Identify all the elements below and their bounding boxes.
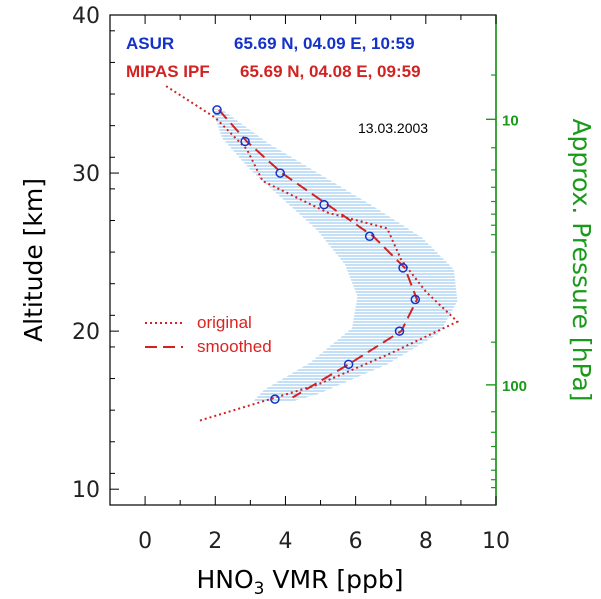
x-tick-label-0: 0	[138, 529, 152, 554]
x-axis-label-rest: VMR [ppb]	[264, 565, 403, 594]
y-axis-label: Altitude [km]	[19, 178, 48, 342]
x-axis-ticks: 0 2 4 6 8 10	[109, 15, 510, 554]
asur-point-3	[319, 199, 329, 210]
pressure-tick-label-100: 100	[502, 378, 527, 395]
asur-point-2	[275, 168, 285, 178]
x-axis-label-main: HNO	[196, 565, 253, 594]
y-tick-label-10: 10	[72, 478, 100, 503]
y-tick-label-20: 20	[72, 320, 100, 345]
x-tick-label-10: 10	[482, 529, 510, 554]
y-axis-ticks: 10 20 30 40	[72, 4, 119, 506]
asur-label: ASUR	[126, 34, 174, 53]
x-axis-label: HNO3 VMR [ppb]	[196, 565, 403, 599]
mipas-smoothed-line	[218, 109, 419, 399]
asur-point-7	[394, 326, 405, 336]
y-tick-label-40: 40	[72, 4, 100, 29]
asur-point-5	[398, 263, 408, 273]
asur-point-9	[270, 394, 280, 404]
x-tick-label-8: 8	[419, 529, 433, 554]
x-axis-label-sub: 3	[254, 579, 265, 599]
x-tick-label-2: 2	[208, 529, 222, 554]
pressure-tick-label-10: 10	[502, 112, 519, 129]
legend-smoothed-label: smoothed	[197, 337, 272, 356]
asur-point-4	[364, 231, 375, 242]
x-tick-label-4: 4	[278, 529, 292, 554]
mipas-smoothed-series	[218, 109, 419, 399]
x-tick-label-6: 6	[349, 529, 363, 554]
pressure-axis-ticks: 10 100	[486, 74, 527, 489]
date-label: 13.03.2003	[358, 120, 428, 136]
asur-points	[212, 105, 421, 404]
y-tick-label-30: 30	[72, 162, 100, 187]
asur-info: 65.69 N, 04.09 E, 10:59	[234, 34, 415, 53]
asur-point-1	[240, 136, 250, 147]
mipas-info: 65.69 N, 04.08 E, 09:59	[240, 62, 421, 81]
asur-point-8	[343, 359, 354, 370]
pressure-axis-label: Approx. Pressure [hPa]	[567, 118, 596, 401]
asur-point-6	[410, 294, 421, 305]
asur-point-0	[212, 105, 222, 115]
mipas-label: MIPAS IPF	[126, 62, 210, 81]
legend-original-label: original	[197, 313, 252, 332]
